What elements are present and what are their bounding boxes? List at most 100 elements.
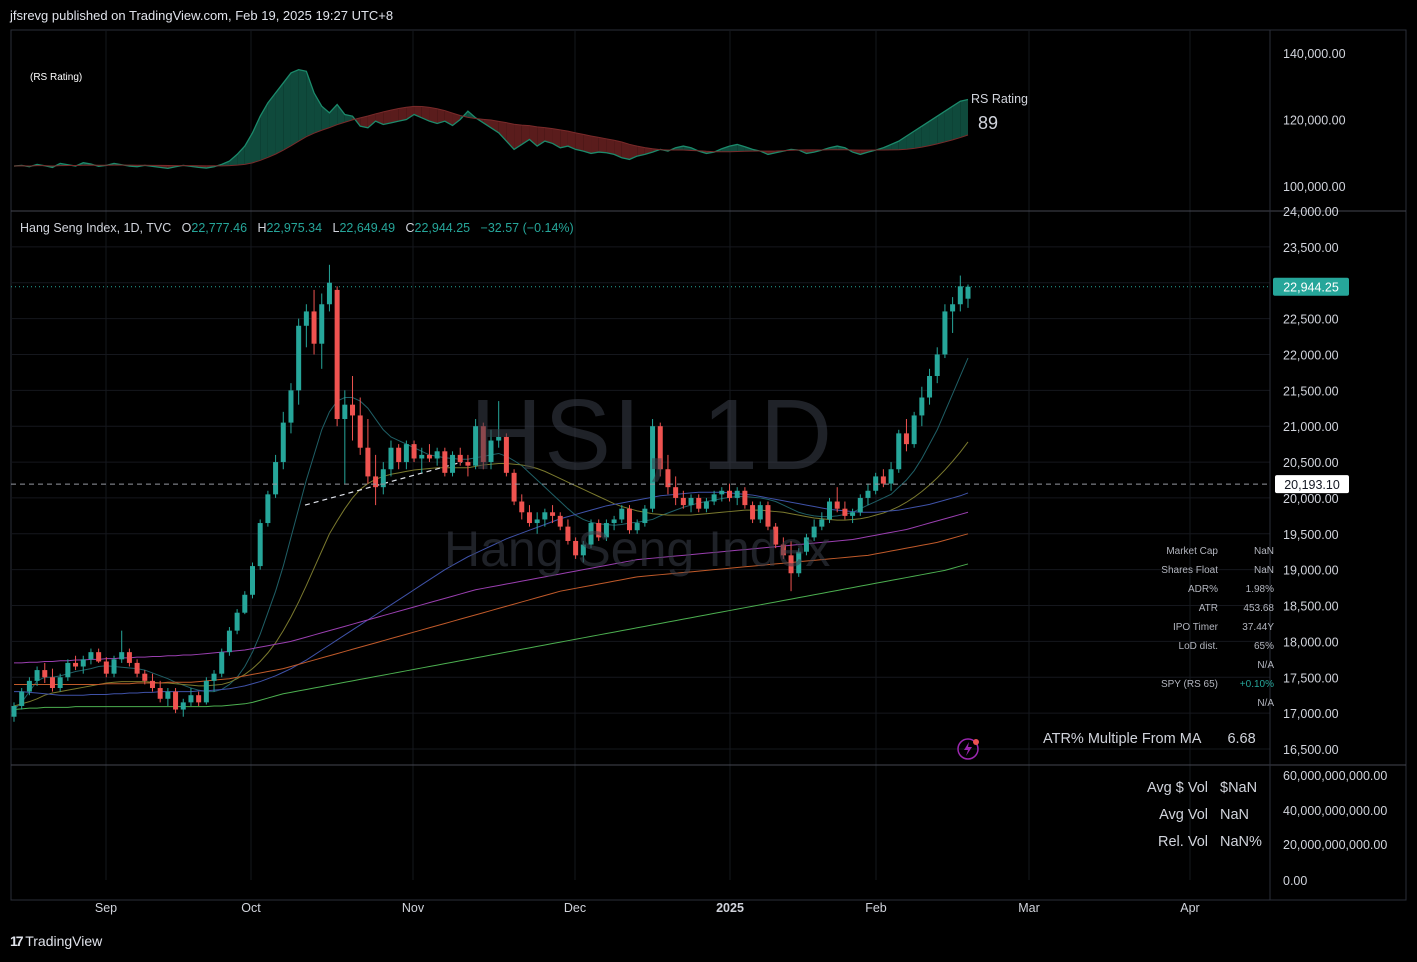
rs-fill-segment	[283, 72, 291, 151]
candle-body	[19, 691, 25, 706]
rs-fill-segment	[491, 120, 499, 133]
candle-body	[280, 422, 286, 463]
info-row: IPO Timer 37.44Y	[1148, 622, 1274, 641]
candle-body	[596, 523, 602, 538]
symbol-legend[interactable]: Hang Seng Index, 1D, TVC O22,777.46 H22,…	[20, 221, 574, 235]
info-label: ATR	[1198, 603, 1218, 614]
candle-body	[727, 490, 732, 498]
legend-symbol: Hang Seng Index, 1D, TVC	[20, 221, 172, 235]
rs-fill-segment	[575, 132, 584, 152]
candle-body	[403, 444, 409, 463]
tv-logo-icon: 17	[10, 933, 24, 949]
info-row: N/A	[1148, 660, 1274, 679]
watermark-name: Hang Seng Index	[444, 521, 831, 577]
info-row: Market Cap NaN	[1148, 546, 1274, 565]
candle-body	[811, 526, 817, 538]
price-tick-label: 16,500.00	[1283, 743, 1339, 757]
price-tick-label: 23,500.00	[1283, 241, 1339, 255]
candle-body	[165, 691, 171, 699]
info-value: N/A	[1257, 698, 1274, 709]
rs-fill-segment	[614, 140, 622, 158]
candle-body	[934, 354, 940, 376]
price-tick-label: 17,500.00	[1283, 671, 1339, 685]
legend-open-key: O	[181, 221, 192, 235]
candle-body	[119, 652, 125, 660]
rs-fill-segment	[637, 146, 645, 157]
lightning-bolt-icon	[964, 742, 972, 756]
candle-body	[850, 512, 856, 516]
info-value: NaN	[1253, 565, 1274, 576]
tradingview-logo[interactable]: 17 TradingView	[10, 933, 102, 949]
candle-body	[573, 540, 579, 556]
legend-low-key: L	[332, 221, 340, 235]
candle-body	[365, 447, 371, 477]
info-label: LoD dist.	[1178, 641, 1218, 652]
candle-body	[750, 505, 756, 520]
volume-stat-row: Avg $ Vol $NaN	[1120, 780, 1270, 807]
candle-body	[542, 512, 548, 520]
candle-body	[711, 494, 717, 502]
legend-close: 22,944.25	[414, 221, 471, 235]
rs-fill-segment	[298, 69, 307, 142]
price-tick-label: 18,000.00	[1283, 635, 1339, 649]
candle-body	[350, 404, 356, 416]
chart-frame	[10, 29, 1407, 901]
candle-body	[126, 652, 132, 663]
price-tick-label: 21,000.00	[1283, 420, 1339, 434]
candle-body	[642, 508, 648, 524]
candle-body	[157, 688, 163, 699]
rs-fill-segment	[591, 135, 599, 154]
candle-body	[373, 476, 379, 488]
candle-body	[603, 523, 609, 538]
candle-body	[411, 444, 417, 459]
grid-lines	[11, 30, 1406, 900]
candle-body	[334, 289, 340, 420]
info-label: IPO Timer	[1172, 622, 1218, 633]
info-label	[1148, 698, 1218, 717]
rs-fill-segment	[290, 69, 299, 146]
rs-fill-segment	[621, 142, 630, 160]
candle-body	[73, 662, 79, 667]
candle-body	[242, 594, 248, 613]
candle-body	[588, 523, 594, 545]
time-tick-label: Apr	[1180, 901, 1199, 915]
candle-body	[234, 612, 240, 631]
candle-body	[857, 497, 863, 513]
ma150-line	[14, 511, 969, 664]
candle-body	[903, 433, 909, 445]
info-value: N/A	[1257, 660, 1274, 671]
rs-panel-label: (RS Rating)	[30, 72, 83, 83]
candle-body	[796, 551, 802, 574]
candle-body	[496, 436, 502, 441]
tradingview-brand: TradingView	[25, 933, 103, 949]
candle-body	[426, 454, 432, 459]
volume-axis-label: 0.00	[1283, 874, 1307, 888]
legend-close-key: C	[405, 221, 415, 235]
info-row: Shares Float NaN	[1148, 565, 1274, 584]
ma50-line	[14, 491, 969, 696]
rs-ma-line	[13, 105, 969, 167]
volume-stat-label: Rel. Vol	[1158, 834, 1208, 850]
candle-body	[188, 695, 194, 703]
price-tick-label: 19,500.00	[1283, 528, 1339, 542]
candle-body	[565, 526, 571, 541]
candle-body	[342, 404, 348, 420]
info-label: SPY (RS 65)	[1160, 679, 1218, 690]
candle-body	[619, 508, 625, 520]
price-tick-label: 22,500.00	[1283, 313, 1339, 327]
candle-body	[226, 630, 232, 653]
legend-open: 22,777.46	[191, 221, 248, 235]
candle-body	[626, 508, 632, 531]
time-tick-label: Mar	[1018, 901, 1040, 915]
candle-body	[734, 490, 740, 498]
candle-body	[180, 702, 186, 710]
candle-body	[780, 544, 786, 556]
candle-body	[257, 523, 263, 567]
candle-body	[11, 705, 17, 717]
rs-fill-segment	[552, 128, 561, 148]
candle-body	[611, 519, 617, 524]
rs-fill-segment	[498, 121, 507, 142]
atr-multiple: ATR% Multiple From MA 6.68	[1043, 731, 1256, 747]
candle-body	[42, 670, 48, 678]
rs-fill-segment	[583, 134, 592, 154]
